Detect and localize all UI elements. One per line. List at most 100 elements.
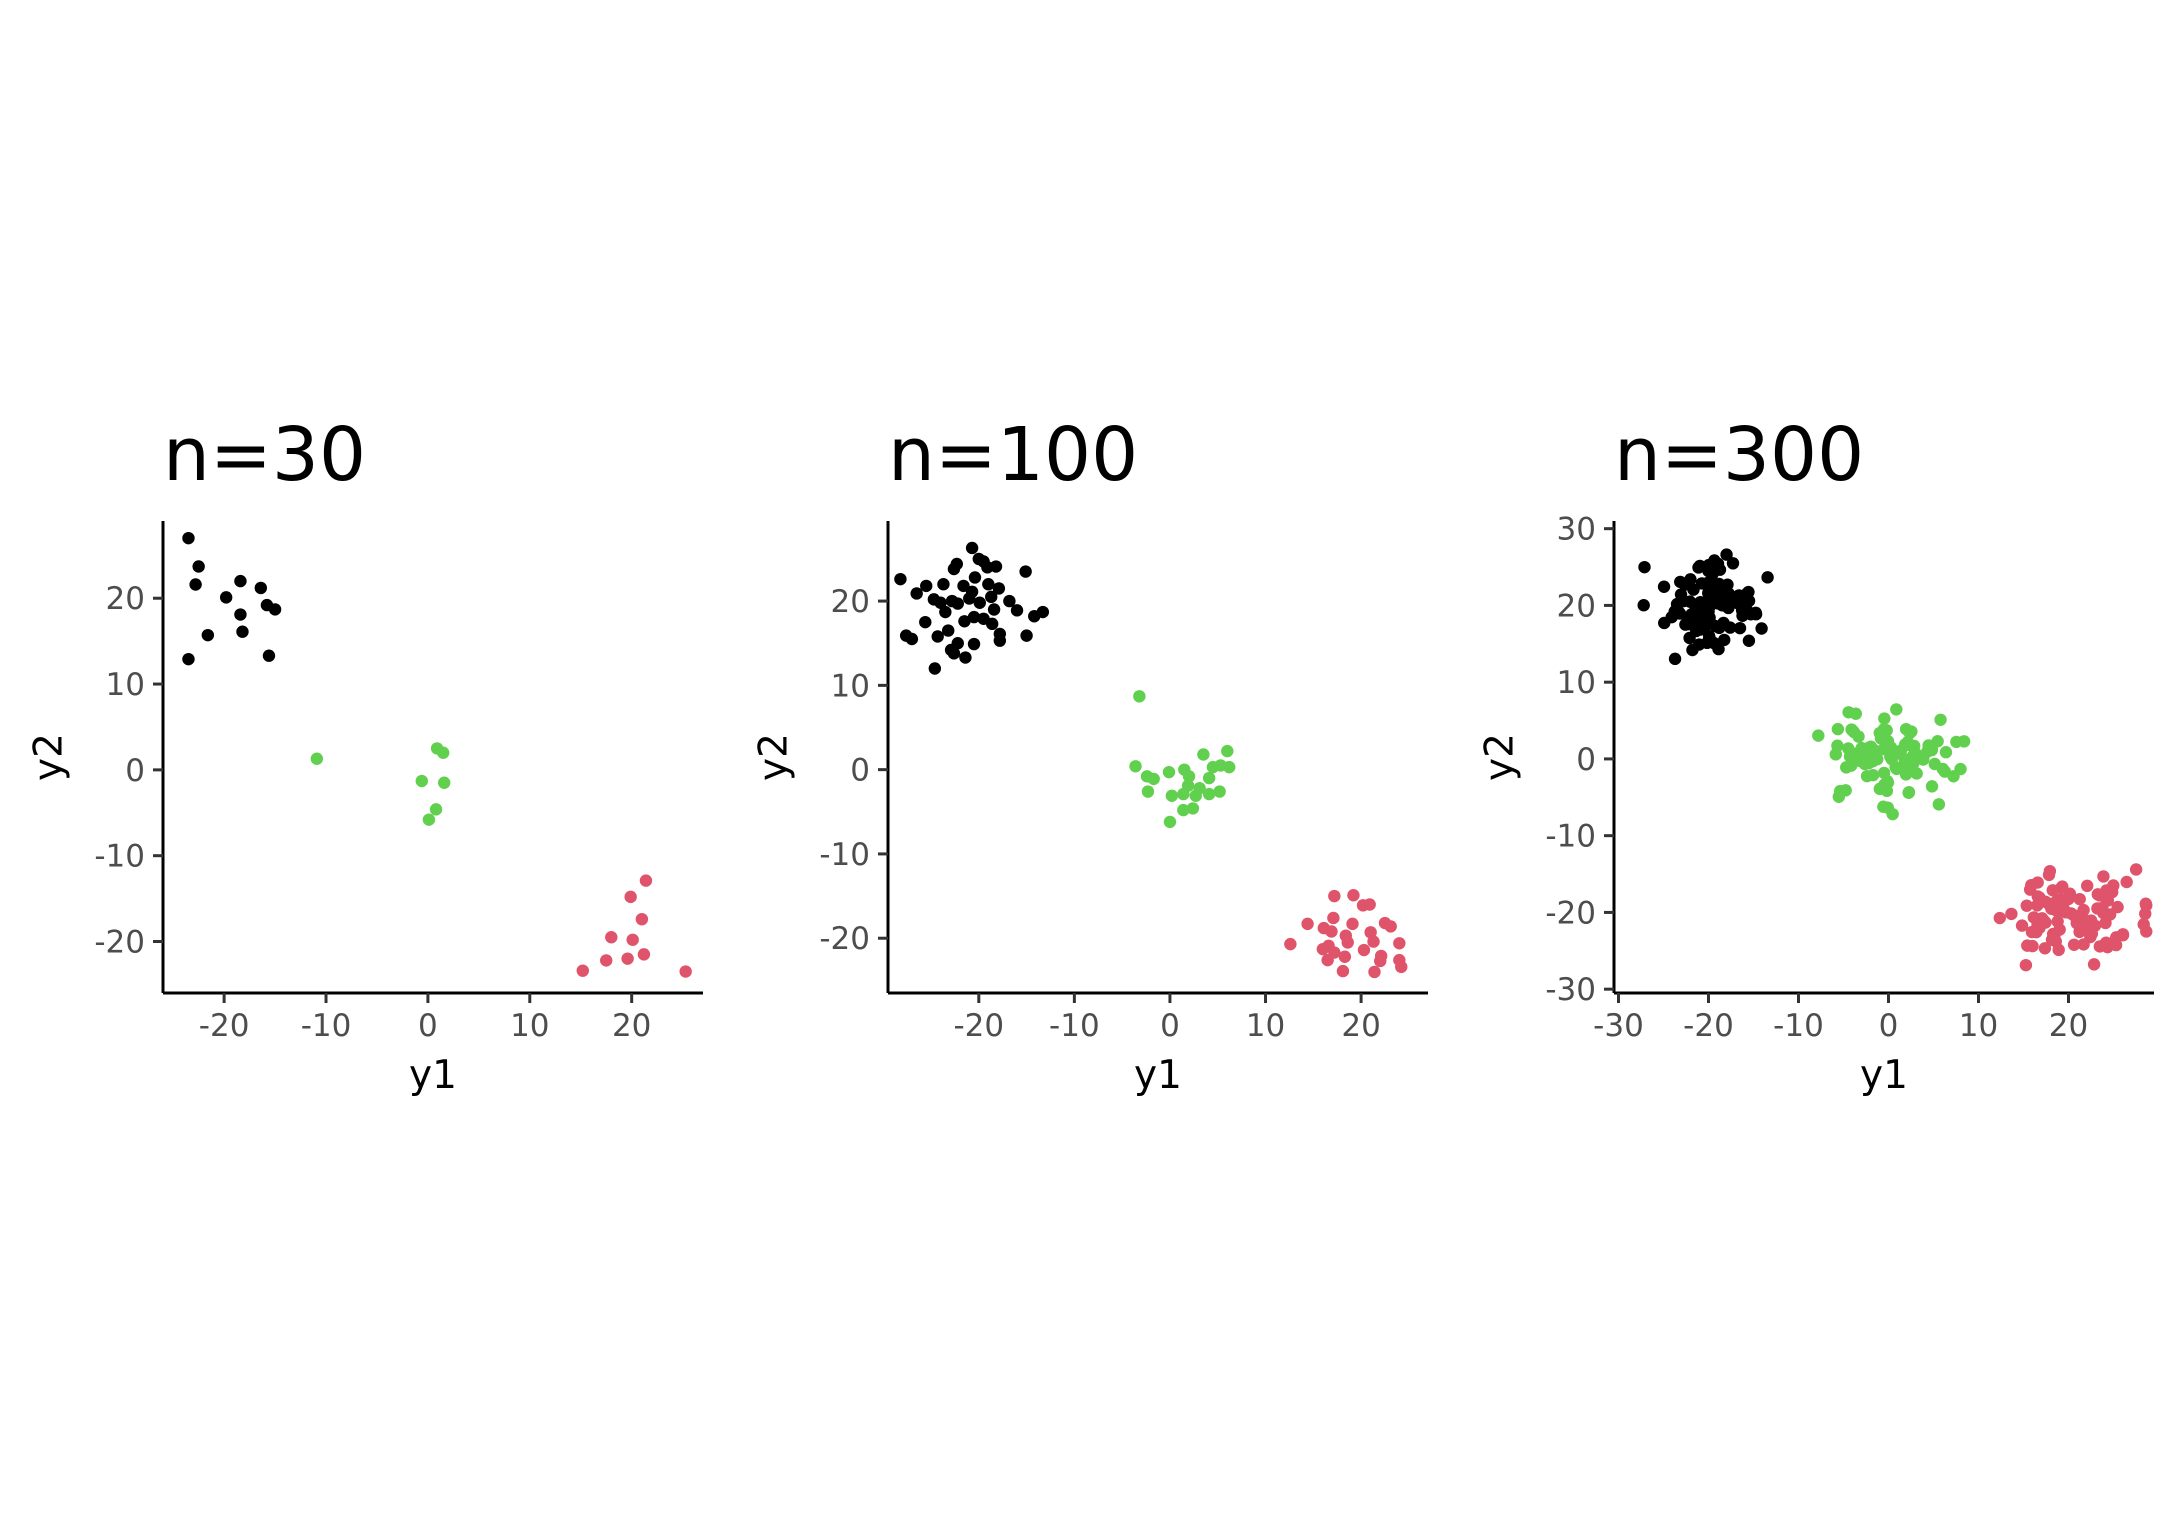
- x-axis-title: y1: [1860, 1053, 1908, 1098]
- data-point: [2120, 875, 2133, 889]
- y-axis-title: y2: [752, 733, 797, 781]
- data-point: [1162, 765, 1176, 779]
- data-point: [1839, 784, 1852, 797]
- data-point: [415, 774, 428, 788]
- data-point: [950, 557, 964, 571]
- y-axis-title: y2: [1478, 733, 1523, 781]
- data-point: [2020, 899, 2033, 912]
- x-tick-label: -10: [1049, 1008, 1100, 1044]
- y-axis-title: y2: [27, 733, 72, 781]
- data-point: [1685, 608, 1698, 621]
- data-point: [189, 578, 202, 591]
- data-point: [2097, 870, 2110, 883]
- data-point: [600, 954, 613, 967]
- data-point: [1325, 925, 1338, 938]
- data-point: [2073, 892, 2086, 906]
- data-point: [1723, 621, 1737, 634]
- data-point: [1374, 954, 1387, 968]
- data-point: [1864, 753, 1878, 767]
- data-point: [919, 615, 932, 629]
- data-point: [2052, 943, 2065, 957]
- data-point: [1133, 690, 1146, 703]
- y-tick-label: 30: [1557, 512, 1596, 548]
- data-point: [1189, 789, 1202, 802]
- data-point: [262, 649, 276, 662]
- data-point: [1755, 622, 1768, 635]
- data-point: [1939, 746, 1953, 759]
- x-tick-label: 10: [510, 1008, 549, 1044]
- data-point: [1890, 703, 1903, 716]
- data-point: [1336, 964, 1350, 978]
- data-point: [1694, 623, 1707, 636]
- data-point: [234, 608, 247, 621]
- x-tick-label: -10: [301, 1008, 352, 1044]
- data-point: [965, 585, 979, 598]
- y-tick-label: 10: [106, 667, 145, 703]
- data-point: [2033, 921, 2046, 935]
- data-point: [894, 572, 907, 586]
- data-point: [1003, 594, 1016, 608]
- data-point: [2030, 899, 2044, 912]
- data-point: [1878, 712, 1891, 725]
- data-point: [236, 625, 249, 638]
- data-point: [1742, 585, 1755, 599]
- x-tick-label: 0: [418, 1008, 438, 1044]
- x-tick-label: 20: [612, 1008, 651, 1044]
- x-tick-label: -20: [1683, 1008, 1734, 1044]
- data-point: [1713, 592, 1727, 605]
- y-tick-label: 20: [831, 584, 870, 620]
- y-tick-label: 20: [1557, 588, 1596, 624]
- data-point: [1812, 729, 1825, 742]
- data-point: [1284, 937, 1297, 951]
- data-point: [1206, 760, 1220, 774]
- data-point: [1844, 759, 1858, 772]
- data-point: [2059, 906, 2072, 919]
- data-point: [1363, 898, 1376, 911]
- data-point: [1338, 950, 1352, 963]
- data-point: [637, 948, 651, 961]
- point-layer: [894, 541, 1408, 979]
- data-point: [1165, 789, 1179, 802]
- data-point: [1347, 889, 1360, 902]
- data-point: [2077, 938, 2090, 951]
- data-point: [422, 813, 436, 826]
- data-point: [985, 617, 999, 631]
- x-tick-label: 0: [1160, 1008, 1180, 1044]
- data-point: [1733, 621, 1747, 635]
- data-point: [1877, 723, 1891, 736]
- data-point: [1368, 965, 1381, 979]
- data-point: [2021, 939, 2034, 952]
- data-point: [1321, 953, 1334, 967]
- y-ticks: -20 -10 0 10 20: [819, 584, 888, 957]
- data-point: [1679, 618, 1692, 631]
- y-tick-label: -20: [94, 925, 145, 961]
- data-point: [1881, 776, 1895, 789]
- data-point: [1993, 911, 2007, 925]
- data-point: [1702, 558, 1715, 572]
- y-tick-label: -20: [819, 921, 870, 957]
- data-point: [1712, 642, 1725, 656]
- point-layer: [182, 531, 692, 978]
- data-point: [201, 628, 215, 642]
- data-point: [1921, 745, 1934, 758]
- scatter-panel-n100: n=100 -20 -10 0 10 20 -20 -10 0 10 20 y1 y2: [752, 412, 1428, 1098]
- panel-title: n=30: [163, 412, 366, 498]
- data-point: [1367, 935, 1380, 948]
- data-point: [1720, 548, 1733, 561]
- data-point: [1668, 652, 1682, 666]
- data-point: [1950, 735, 1963, 749]
- data-point: [1931, 735, 1944, 748]
- data-point: [635, 912, 649, 926]
- data-point: [2129, 863, 2143, 876]
- data-point: [1899, 722, 1913, 736]
- data-point: [1202, 787, 1216, 801]
- data-point: [942, 624, 955, 637]
- data-point: [1213, 785, 1226, 798]
- data-point: [1141, 785, 1155, 798]
- data-point: [605, 931, 618, 944]
- x-axis-title: y1: [409, 1053, 457, 1098]
- data-point: [1301, 917, 1314, 931]
- y-ticks: -30 -20 -10 0 10 20 30: [1545, 512, 1614, 1008]
- data-point: [1934, 713, 1947, 726]
